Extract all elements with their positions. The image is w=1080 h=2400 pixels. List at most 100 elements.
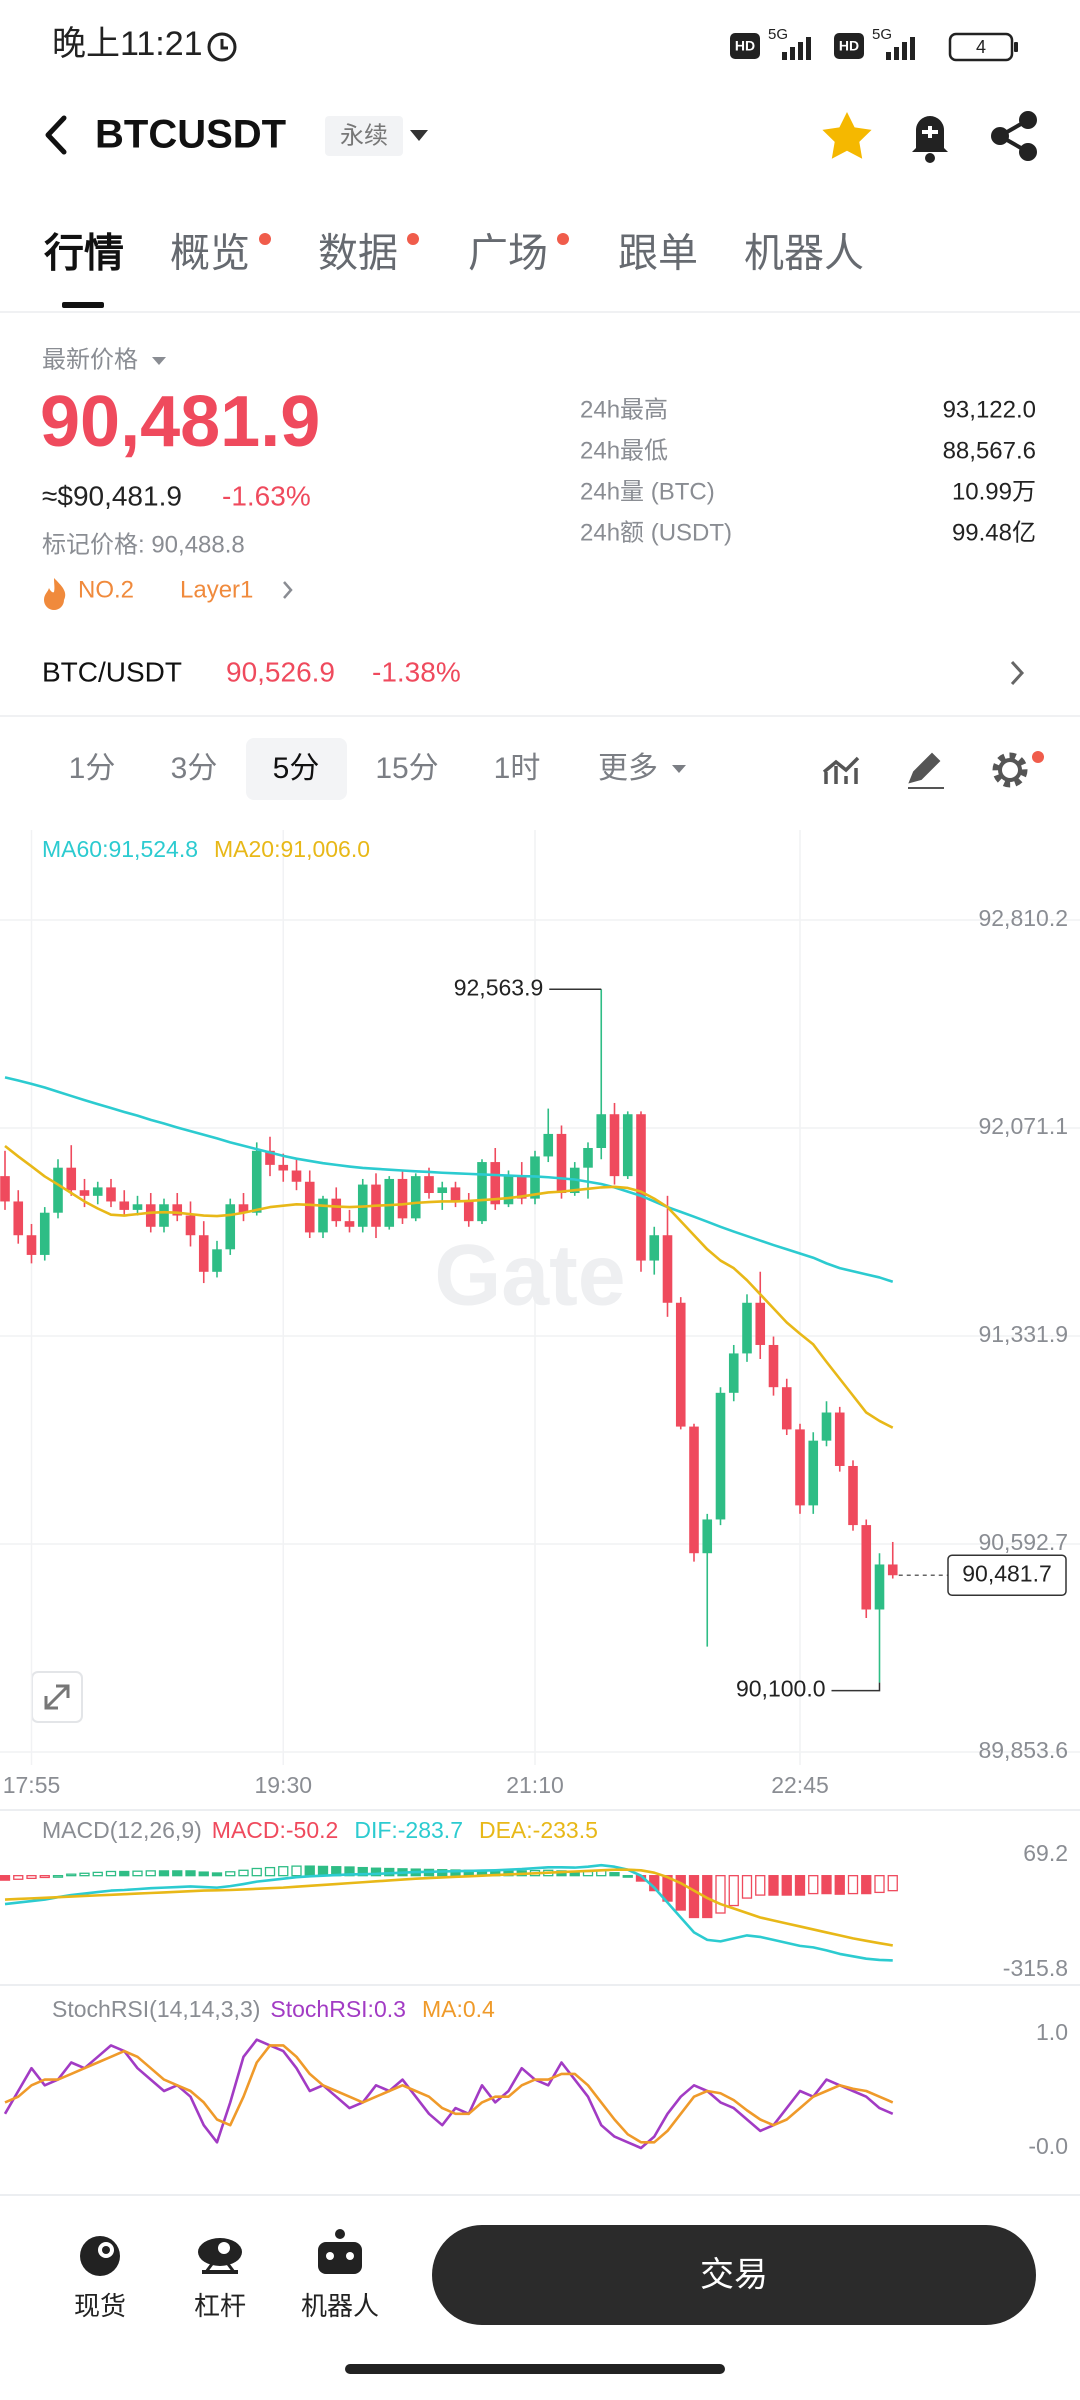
pair-chevron xyxy=(1010,660,1025,686)
candle-body xyxy=(198,1235,209,1272)
settings-button[interactable] xyxy=(992,752,1028,788)
tab-indicator xyxy=(62,302,104,308)
histogram-bar xyxy=(370,1867,382,1877)
interval-selected-bg xyxy=(246,738,347,800)
candle-body xyxy=(675,1302,686,1427)
histogram-bar xyxy=(132,1870,143,1877)
histogram-bar xyxy=(39,1875,50,1879)
interval[interactable]: 1分 xyxy=(69,752,116,785)
candle-body xyxy=(728,1353,739,1393)
histogram-bar xyxy=(728,1875,739,1907)
histogram-bar xyxy=(0,1875,11,1881)
candle-body xyxy=(437,1187,448,1194)
mark-price: 标记价格: 90,488.8 xyxy=(42,531,245,558)
tab[interactable]: 数据 xyxy=(318,232,398,276)
tab[interactable]: 广场 xyxy=(468,232,548,276)
histogram-bar xyxy=(251,1867,262,1877)
indicator-button[interactable] xyxy=(822,756,860,784)
histogram-bar xyxy=(781,1875,792,1896)
home-indicator xyxy=(345,2364,725,2374)
favorite-star[interactable] xyxy=(822,112,872,159)
histogram-bar xyxy=(211,1872,223,1877)
candle-body xyxy=(172,1204,183,1216)
histogram-bar xyxy=(26,1875,37,1880)
alert-bell[interactable] xyxy=(912,116,948,163)
y-tick-label: -315.8 xyxy=(1003,1955,1068,1981)
y-tick-label: 90,592.7 xyxy=(978,1529,1068,1555)
fullscreen-icon xyxy=(44,1684,70,1710)
indicator-title: MACD(12,26,9) xyxy=(42,1817,202,1843)
x-tick-label: 17:55 xyxy=(3,1772,61,1798)
bot-nav[interactable] xyxy=(318,2229,362,2274)
histogram-bar xyxy=(264,1866,276,1877)
candle-body xyxy=(212,1249,222,1272)
nav-label[interactable]: 机器人 xyxy=(301,2291,379,2321)
candle-body xyxy=(503,1176,514,1205)
candle-body xyxy=(543,1133,554,1157)
hot-icon xyxy=(44,578,66,610)
candle-body xyxy=(702,1519,713,1554)
legend-entry: DIF:-283.7 xyxy=(354,1817,463,1843)
price-label: 最新价格 xyxy=(42,346,138,373)
stats: 24h最高 93,122.0 24h最低 88,567.6 24h量 (BTC)… xyxy=(580,396,1036,546)
more-dropdown xyxy=(672,765,686,773)
share-button[interactable] xyxy=(991,111,1037,161)
histogram-bar xyxy=(92,1871,103,1877)
y-tick-label: -0.0 xyxy=(1028,2133,1068,2159)
nav-label[interactable]: 现货 xyxy=(74,2291,126,2321)
histogram-bar xyxy=(278,1866,289,1877)
price-dropdown[interactable] xyxy=(152,357,166,365)
badge-bg xyxy=(325,116,403,156)
status-icons: HD 5G HD 5G 4 xyxy=(730,26,1018,62)
tab[interactable]: 跟单 xyxy=(618,232,698,276)
spot-nav[interactable] xyxy=(80,2236,120,2276)
interval[interactable]: 3分 xyxy=(171,752,218,785)
annotation-label: 92,563.9 xyxy=(454,974,544,1000)
histogram-bar xyxy=(768,1875,779,1896)
sector-tag[interactable]: Layer1 xyxy=(180,576,253,603)
candle-body xyxy=(53,1167,63,1213)
candle-body xyxy=(79,1190,90,1196)
battery-level: 4 xyxy=(976,37,986,57)
histogram-bar xyxy=(755,1875,766,1896)
interval[interactable]: 5分 xyxy=(273,752,320,785)
histogram-bar xyxy=(688,1875,700,1919)
draw-button[interactable] xyxy=(908,752,944,789)
hd-label: HD xyxy=(735,38,755,54)
interval[interactable]: 1时 xyxy=(494,752,541,785)
tab[interactable]: 概览 xyxy=(170,232,250,276)
rank[interactable]: NO.2 xyxy=(78,576,134,603)
legend-entry: MA20:91,006.0 xyxy=(214,836,370,862)
indicator-line xyxy=(4,1076,894,1283)
marks xyxy=(3,2038,894,2150)
trade-label[interactable]: 交易 xyxy=(700,2256,768,2294)
candle-body xyxy=(397,1178,408,1219)
candle-body xyxy=(636,1114,646,1261)
candle-body xyxy=(159,1204,169,1227)
interval[interactable]: 更多 xyxy=(598,752,658,785)
tab[interactable]: 机器人 xyxy=(744,232,864,276)
nav-label[interactable]: 杠杆 xyxy=(194,2291,246,2321)
candle-body xyxy=(26,1235,37,1255)
symbol-dropdown[interactable] xyxy=(410,130,428,141)
histogram-bar xyxy=(105,1870,117,1877)
candle-body xyxy=(834,1412,845,1466)
histogram-bar xyxy=(225,1871,236,1877)
candle-body xyxy=(424,1176,434,1194)
candle-body xyxy=(278,1164,289,1171)
histogram-bar xyxy=(834,1875,845,1895)
back-button[interactable] xyxy=(45,115,67,155)
spot-pair-row[interactable]: BTC/USDT 90,526.9 -1.38% xyxy=(42,656,1025,687)
histogram-bar xyxy=(887,1875,898,1892)
margin-nav[interactable] xyxy=(198,2238,242,2274)
histogram-bar xyxy=(609,1872,620,1877)
stat-value: 10.99万 xyxy=(952,478,1036,505)
histogram-bar xyxy=(304,1865,315,1877)
trade-button[interactable] xyxy=(432,2225,1036,2325)
candle-body xyxy=(185,1215,196,1236)
tab[interactable]: 行情 xyxy=(44,232,124,276)
candle-body xyxy=(781,1387,792,1430)
interval[interactable]: 15分 xyxy=(375,752,438,785)
candle-body xyxy=(516,1176,527,1199)
